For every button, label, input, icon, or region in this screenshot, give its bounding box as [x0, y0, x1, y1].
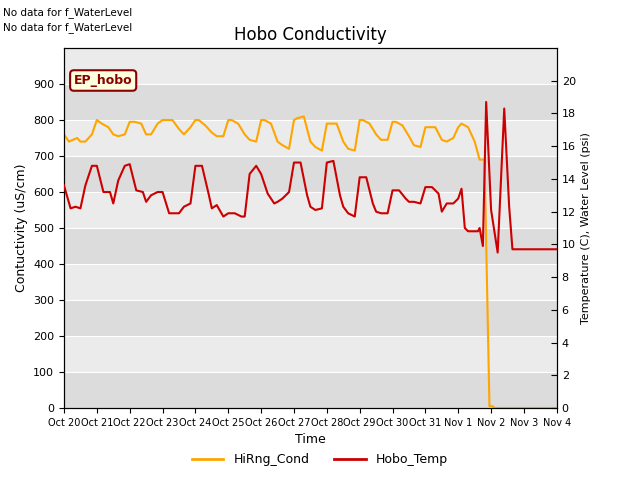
Bar	[64, 84, 557, 120]
Text: No data for f_WaterLevel: No data for f_WaterLevel	[3, 22, 132, 33]
Legend: HiRng_Cond, Hobo_Temp: HiRng_Cond, Hobo_Temp	[187, 448, 453, 471]
Bar	[64, 156, 557, 192]
Title: Hobo Conductivity: Hobo Conductivity	[234, 25, 387, 44]
X-axis label: Time: Time	[295, 433, 326, 446]
Bar	[64, 336, 557, 372]
Bar	[64, 300, 557, 336]
Y-axis label: Temperature (C), Water Level (psi): Temperature (C), Water Level (psi)	[581, 132, 591, 324]
Bar	[64, 48, 557, 84]
Bar	[64, 228, 557, 264]
Bar	[64, 192, 557, 228]
Bar	[64, 120, 557, 156]
Text: No data for f_WaterLevel: No data for f_WaterLevel	[3, 7, 132, 18]
Bar	[64, 372, 557, 408]
Bar	[64, 264, 557, 300]
Y-axis label: Contuctivity (uS/cm): Contuctivity (uS/cm)	[15, 164, 28, 292]
Text: EP_hobo: EP_hobo	[74, 74, 132, 87]
